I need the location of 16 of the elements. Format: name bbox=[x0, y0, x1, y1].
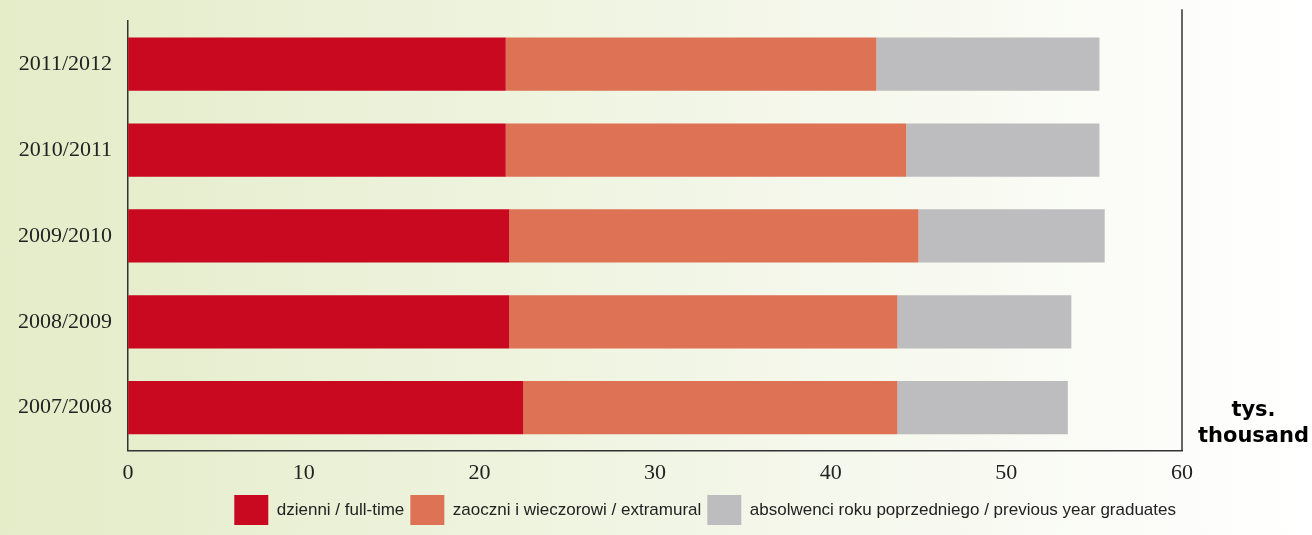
legend-label: zaoczni i wieczorowi / extramural bbox=[452, 499, 702, 519]
y-tick-label: 2009/2010 bbox=[17, 221, 113, 247]
x-tick-label: 40 bbox=[819, 458, 842, 484]
x-axis-title: tys. thousand bbox=[1197, 396, 1310, 448]
legend-label: absolwenci roku poprzedniego / previous year graduates bbox=[749, 499, 1177, 519]
y-tick-label: 2010/2011 bbox=[18, 135, 113, 161]
x-tick-label: 20 bbox=[468, 458, 491, 484]
legend-label: dzienni / full-time bbox=[276, 499, 405, 519]
x-tick-label: 50 bbox=[995, 458, 1018, 484]
y-tick-label: 2008/2009 bbox=[17, 307, 113, 333]
x-tick-label: 30 bbox=[644, 458, 667, 484]
x-tick-label: 10 bbox=[292, 458, 315, 484]
y-tick-label: 2007/2008 bbox=[17, 393, 113, 419]
y-tick-label: 2011/2012 bbox=[18, 49, 113, 75]
x-tick-label: 0 bbox=[122, 458, 134, 484]
x-tick-label: 60 bbox=[1171, 458, 1193, 484]
